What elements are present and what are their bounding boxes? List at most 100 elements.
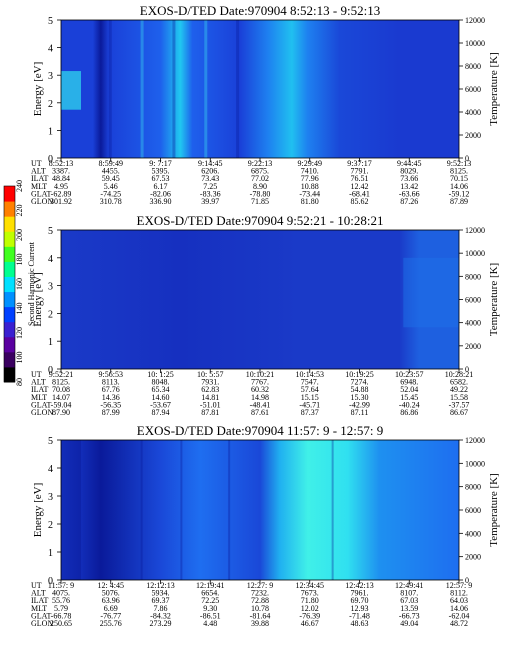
- ephemeris-value: 12:57: 9: [446, 581, 472, 590]
- temperature-tick-label: 12000: [465, 226, 485, 235]
- ephemeris-value: 7767.: [251, 378, 269, 387]
- ephemeris-value: 12:19:41: [196, 581, 224, 590]
- ephemeris-value: -76.39: [299, 611, 320, 620]
- ephemeris-value: -74.25: [100, 189, 121, 198]
- ephemeris-value: -84.32: [150, 611, 171, 620]
- temperature-tick-label: 10000: [465, 249, 485, 258]
- energy-tick-label: 5: [48, 16, 53, 27]
- energy-tick-label: 1: [48, 337, 53, 348]
- ephemeris-value: 255.76: [100, 619, 122, 628]
- ephemeris-value: 7410.: [301, 167, 319, 176]
- energy-axis-label: Energy [eV]: [32, 483, 44, 537]
- ephemeris-value: -83.36: [200, 189, 221, 198]
- ephemeris-row-label: GLAT: [31, 400, 52, 409]
- energy-axis-label: Energy [eV]: [32, 62, 44, 116]
- color-bar-tick-label: 240: [15, 180, 24, 192]
- ephemeris-value: -73.44: [299, 189, 320, 198]
- ephemeris-value: 7673.: [301, 589, 319, 598]
- energy-tick-label: 3: [48, 492, 53, 503]
- ephemeris-value: 273.29: [150, 619, 172, 628]
- ephemeris-value: 14.81: [201, 393, 219, 402]
- temperature-tick-label: 8000: [465, 272, 481, 281]
- ephemeris-value: 12:49:41: [395, 581, 423, 590]
- temperature-tick-label: 4000: [465, 319, 481, 328]
- panel-title: EXOS-D/TED Date:970904 9:52:21 - 10:28:2…: [137, 213, 384, 228]
- color-bar-segment: [4, 321, 15, 338]
- ephemeris-value: 301.92: [50, 197, 72, 206]
- heatmap-field: [61, 20, 459, 158]
- temperature-tick-label: 6000: [465, 296, 481, 305]
- ephemeris-value: -76.77: [100, 611, 121, 620]
- color-bar-tick-label: 100: [15, 352, 24, 364]
- late-enhancement: [403, 257, 459, 328]
- ephemeris-value: 8107.: [400, 589, 418, 598]
- ephemeris-row-label: ALT: [31, 589, 46, 598]
- time-streak: [180, 440, 183, 580]
- ephemeris-row-label: GLON: [31, 619, 53, 628]
- ephemeris-value: 65.34: [152, 385, 170, 394]
- ephemeris-value: -81.64: [250, 611, 271, 620]
- low-energy-feature: [61, 71, 81, 110]
- ephemeris-value: 4075.: [52, 589, 70, 598]
- color-bar-tick-label: 220: [15, 205, 24, 217]
- ephemeris-value: 15.58: [450, 393, 468, 402]
- energy-tick-label: 0: [48, 154, 53, 165]
- ephemeris-value: 10:28:21: [445, 370, 473, 379]
- ephemeris-value: 59.45: [102, 174, 120, 183]
- temperature-tick-label: 12000: [465, 436, 485, 445]
- ephemeris-row-label: MLT: [31, 604, 47, 613]
- ephemeris-value: 71.80: [301, 596, 319, 605]
- ephemeris-value: 8125.: [52, 378, 70, 387]
- ephemeris-value: 85.62: [351, 197, 369, 206]
- ephemeris-value: 87.90: [52, 408, 70, 417]
- ephemeris-value: -66.73: [399, 611, 420, 620]
- ephemeris-value: 10:10:21: [246, 370, 274, 379]
- ephemeris-value: 8113.: [102, 378, 120, 387]
- color-bar-tick-label: 160: [15, 278, 24, 290]
- panel-title: EXOS-D/TED Date:970904 11:57: 9 - 12:57:…: [137, 423, 384, 438]
- ephemeris-value: 6875.: [251, 167, 269, 176]
- energy-tick-label: 4: [48, 464, 53, 475]
- ephemeris-value: 6.17: [154, 182, 168, 191]
- temperature-tick-label: 6000: [465, 506, 481, 515]
- ephemeris-value: 6654.: [201, 589, 219, 598]
- ephemeris-value: 10:19:25: [345, 370, 373, 379]
- ephemeris-value: 86.86: [400, 408, 418, 417]
- ephemeris-value: 48.72: [450, 619, 468, 628]
- temperature-tick-label: 4000: [465, 529, 481, 538]
- ephemeris-value: 73.66: [400, 174, 418, 183]
- energy-axis-label: Energy [eV]: [32, 272, 44, 326]
- ephemeris-value: 5.46: [104, 182, 118, 191]
- ephemeris-row-label: GLON: [31, 408, 53, 417]
- ephemeris-value: 7232.: [251, 589, 269, 598]
- temperature-axis-label: Temperature [K]: [488, 473, 500, 546]
- color-bar-tick-label: 140: [15, 303, 24, 315]
- ephemeris-value: 13.42: [400, 182, 418, 191]
- ephemeris-row-label: ILAT: [31, 596, 48, 605]
- ephemeris-value: 69.37: [152, 596, 170, 605]
- energy-tick-label: 0: [48, 576, 53, 587]
- ephemeris-value: 70.08: [52, 385, 70, 394]
- ephemeris-value: 9:14:45: [198, 159, 222, 168]
- ephemeris-value: -59.12: [449, 189, 470, 198]
- ephemeris-value: 49.04: [400, 619, 418, 628]
- ephemeris-value: 7931.: [201, 378, 219, 387]
- ephemeris-row-label: GLAT: [31, 189, 52, 198]
- ephemeris-value: 7961.: [351, 589, 369, 598]
- ephemeris-value: 10.88: [301, 182, 319, 191]
- temperature-tick-label: 4000: [465, 108, 481, 117]
- ephemeris-value: 14.60: [152, 393, 170, 402]
- ephemeris-value: -40.24: [399, 400, 420, 409]
- ephemeris-value: 7.86: [154, 604, 168, 613]
- ephemeris-value: 72.88: [251, 596, 269, 605]
- ephemeris-value: 49.22: [450, 385, 468, 394]
- time-streak: [108, 20, 112, 158]
- time-streak: [140, 20, 144, 158]
- ephemeris-row-label: ALT: [31, 378, 46, 387]
- ephemeris-value: 9:52:13: [447, 159, 471, 168]
- ephemeris-value: 9:37:17: [347, 159, 371, 168]
- temperature-tick-label: 12000: [465, 16, 485, 25]
- ephemeris-value: -59.04: [51, 400, 72, 409]
- ephemeris-row-label: ILAT: [31, 385, 48, 394]
